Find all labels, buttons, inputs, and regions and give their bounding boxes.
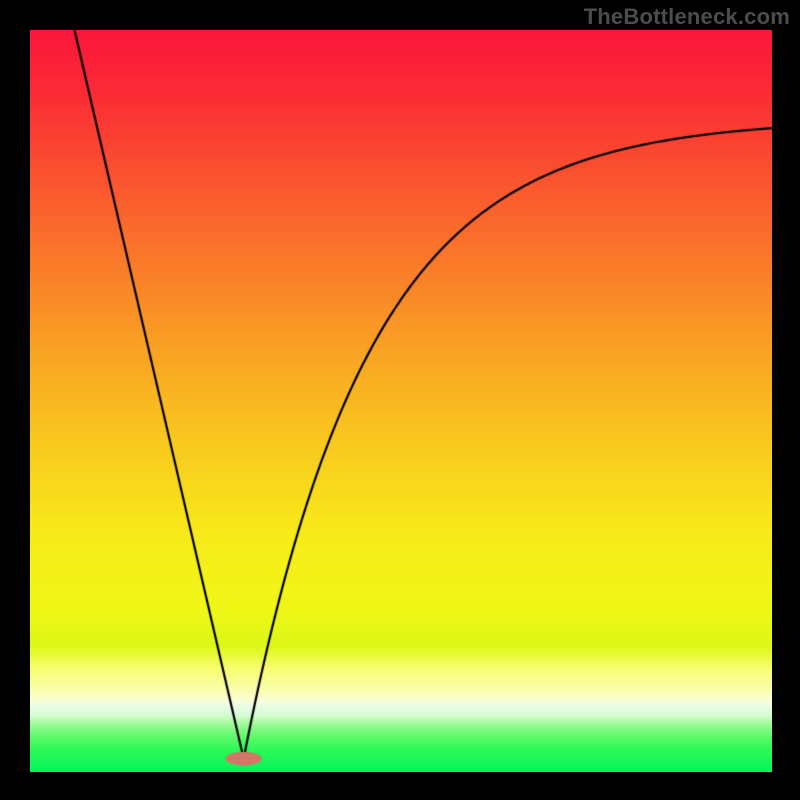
chart-area (30, 30, 772, 772)
gradient-curve-chart (30, 30, 772, 772)
watermark-text: TheBottleneck.com (584, 4, 790, 30)
image-frame: TheBottleneck.com (0, 0, 800, 800)
